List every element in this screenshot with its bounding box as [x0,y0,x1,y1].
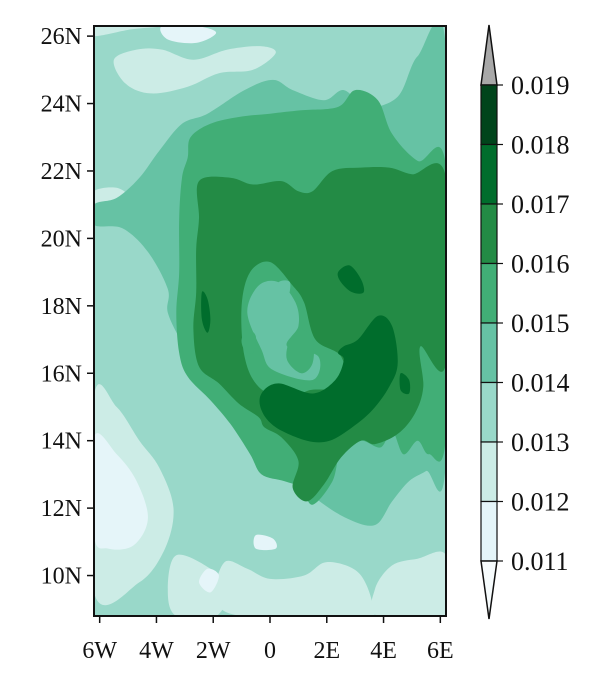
contour-region [113,46,276,94]
contour-region [399,372,411,395]
colorbar-swatch [480,381,498,443]
colorbar-label: 0.013 [511,428,570,457]
axes: 6W 4W 2W 0 2E 4E 6E 10N 12N 14N 16N 18N 20N 22N 24N 26N [41,24,454,664]
x-tick-label: 6W [82,638,117,664]
y-tick-label: 18N [41,294,82,320]
y-tick-label: 12N [41,496,82,522]
colorbar-swatch [480,322,498,384]
x-tick-label: 0 [264,638,276,664]
colorbar-swatch [480,500,498,562]
contour-region [198,568,219,593]
contour-region [201,291,211,333]
colorbar-over-triangle [480,24,498,86]
contour-region [259,315,398,443]
contour-region [371,551,446,616]
colorbar-label: 0.014 [511,369,570,398]
x-tick-label: 4W [139,638,174,664]
x-tick-label: 2W [196,638,231,664]
colorbar-swatch [480,143,498,205]
contour-region [241,329,257,354]
contour-region [94,433,148,550]
y-tick-label: 16N [41,361,82,387]
colorbar-label: 0.012 [511,488,570,517]
colorbar-label: 0.011 [511,547,569,576]
contour-region [193,163,446,502]
contour-region [160,26,217,44]
colorbar: 0.011 0.012 0.013 0.014 0.015 0.016 0.017 0.018… [480,24,570,620]
x-tick-label: 4E [370,638,397,664]
colorbar-swatch [480,203,498,265]
y-tick-label: 14N [41,429,82,455]
colorbar-under-triangle [480,560,498,620]
colorbar-label: 0.019 [511,71,570,100]
contour-region [337,265,365,294]
colorbar-swatch [480,84,498,146]
contour-region [94,26,164,37]
colorbar-swatch [480,441,498,503]
x-tick-label: 2E [313,638,340,664]
y-tick-label: 10N [41,564,82,590]
colorbar-label: 0.018 [511,131,570,160]
contour-region [253,534,277,551]
x-tick-label: 6E [427,638,454,664]
contour-region [167,554,228,616]
colorbar-label: 0.015 [511,309,570,338]
y-tick-label: 24N [41,92,82,118]
y-tick-label: 22N [41,159,82,185]
contour-region [275,280,291,300]
plot-area [93,25,447,617]
colorbar-label: 0.016 [511,250,570,279]
colorbar-label: 0.017 [511,190,570,219]
colorbar-swatch [480,262,498,324]
y-tick-label: 26N [41,24,82,50]
y-tick-label: 20N [41,226,82,252]
contour-region [286,329,315,374]
contour-region [215,560,379,616]
